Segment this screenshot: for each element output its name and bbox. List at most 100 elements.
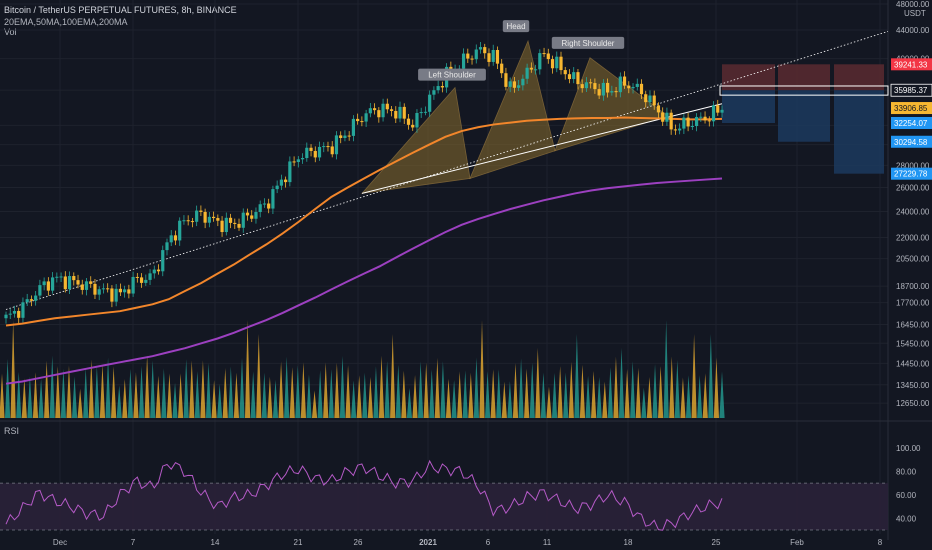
candle <box>635 83 639 87</box>
volume-bar <box>378 355 385 418</box>
candle <box>483 47 487 54</box>
volume-bar <box>44 360 50 418</box>
candle <box>720 109 724 113</box>
candle <box>203 211 207 223</box>
candle <box>34 295 38 301</box>
volume-bar <box>284 356 290 418</box>
candle <box>580 84 584 89</box>
x-tick-label: 7 <box>131 538 136 547</box>
volume-bar <box>652 364 658 418</box>
volume-bar <box>646 376 653 418</box>
ma200-line <box>5 177 723 385</box>
volume-bar <box>55 366 61 418</box>
candle <box>614 91 618 93</box>
candle <box>216 218 220 221</box>
candle <box>12 310 17 314</box>
candle <box>38 285 42 296</box>
volume-bar <box>77 388 83 418</box>
currency-label: USDT <box>904 9 926 18</box>
candle <box>76 280 80 285</box>
volume-bar <box>60 368 66 418</box>
volume-bar <box>356 375 362 418</box>
volume-bar <box>183 359 189 418</box>
candle <box>584 82 589 89</box>
price-tag <box>891 58 932 71</box>
candle <box>572 72 576 80</box>
volume-bar <box>445 378 452 418</box>
candle <box>220 220 224 233</box>
candle <box>207 216 211 223</box>
volume-bar <box>27 376 33 418</box>
volume-bar <box>300 362 306 418</box>
candle <box>440 86 444 88</box>
trendline <box>5 31 889 310</box>
candle <box>8 313 12 315</box>
candle <box>63 276 67 290</box>
candle <box>51 277 55 291</box>
rsi-tick-label: 40.00 <box>896 514 917 523</box>
volume-bar <box>685 375 692 418</box>
candle <box>419 112 423 114</box>
candle <box>432 90 436 95</box>
volume-bar <box>161 368 167 418</box>
chart-title: Bitcoin / TetherUS PERPETUAL FUTURES, 8h… <box>4 5 237 15</box>
volume-bar <box>105 357 111 418</box>
volume-bar <box>211 380 217 418</box>
volume-bar <box>32 372 39 418</box>
volume-bar <box>99 364 106 418</box>
volume-bar <box>429 369 435 418</box>
volume-bar <box>362 372 368 418</box>
candle <box>563 70 567 75</box>
candle <box>4 314 8 319</box>
volume-bar <box>546 386 552 418</box>
volume-bar <box>21 378 27 418</box>
price-tag <box>891 116 932 129</box>
volume-bar <box>384 360 390 418</box>
volume-bar <box>607 367 613 418</box>
volume-bar <box>328 369 334 418</box>
volume-bar <box>557 365 563 418</box>
volume-bar <box>624 368 630 418</box>
volume-bar <box>71 376 78 418</box>
volume-bar <box>228 366 234 418</box>
volume-bar <box>127 368 133 418</box>
volume-bar <box>38 378 44 418</box>
candle <box>228 217 233 223</box>
x-tick-label: 18 <box>624 538 633 547</box>
volume-bar <box>401 370 407 418</box>
pattern-label-text: Head <box>506 22 525 31</box>
volume-bar <box>239 357 245 418</box>
volume-bar <box>295 365 301 418</box>
price-tag <box>891 102 932 115</box>
candle <box>97 289 101 295</box>
volume-bar <box>272 379 279 418</box>
candle <box>389 109 394 111</box>
pattern-label: Right Shoulder <box>551 36 625 49</box>
candle <box>326 146 330 148</box>
volume-bar <box>529 362 535 418</box>
candle <box>622 76 627 86</box>
price-tag <box>891 167 932 180</box>
volume-bar <box>178 373 184 418</box>
candle <box>182 220 186 222</box>
candle <box>364 113 368 122</box>
candle <box>334 135 339 155</box>
candle <box>652 95 656 106</box>
candle <box>381 103 385 118</box>
y-tick-label: 14450.00 <box>896 359 930 368</box>
candle <box>127 289 131 294</box>
candle <box>610 91 614 93</box>
price-tag <box>891 135 932 148</box>
candle <box>165 242 169 251</box>
candle <box>529 67 533 70</box>
candle <box>394 110 398 119</box>
volume-bar <box>518 358 524 418</box>
volume-bar <box>88 359 94 418</box>
candle <box>224 217 228 233</box>
candle <box>601 82 605 96</box>
volume-bar <box>457 371 463 418</box>
ema100-line <box>5 116 723 327</box>
candle <box>72 276 76 281</box>
candle <box>29 299 34 301</box>
